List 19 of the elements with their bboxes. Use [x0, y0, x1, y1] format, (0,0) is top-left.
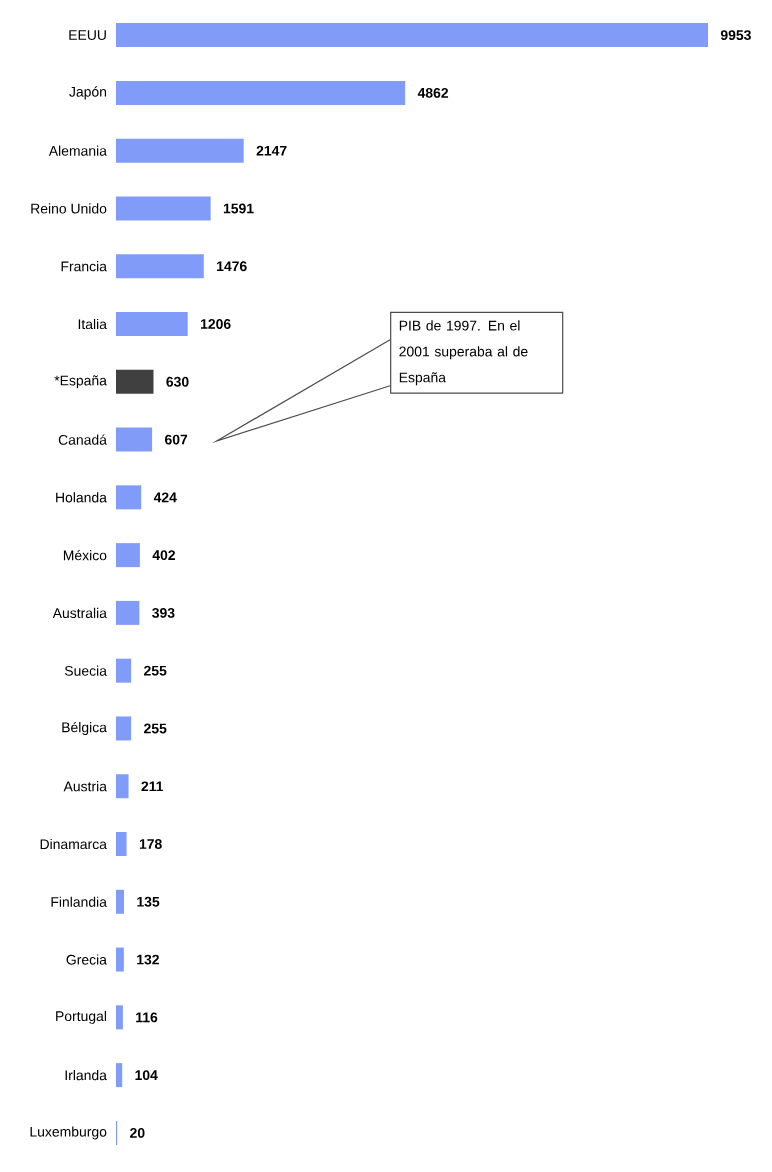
bar — [116, 947, 124, 972]
bar — [116, 716, 132, 741]
bar — [116, 23, 708, 48]
bar — [116, 889, 125, 914]
bar — [116, 485, 142, 510]
bar — [116, 1063, 123, 1088]
bar — [116, 138, 244, 163]
bar — [116, 543, 140, 568]
bar — [116, 774, 129, 799]
bar — [116, 254, 204, 279]
bar — [116, 312, 188, 337]
bar — [116, 658, 132, 683]
bar — [116, 600, 140, 625]
bar — [116, 196, 211, 221]
bar — [116, 1005, 123, 1030]
bar — [116, 80, 406, 105]
bar — [116, 369, 154, 394]
bar — [116, 832, 127, 857]
bar — [116, 427, 153, 452]
